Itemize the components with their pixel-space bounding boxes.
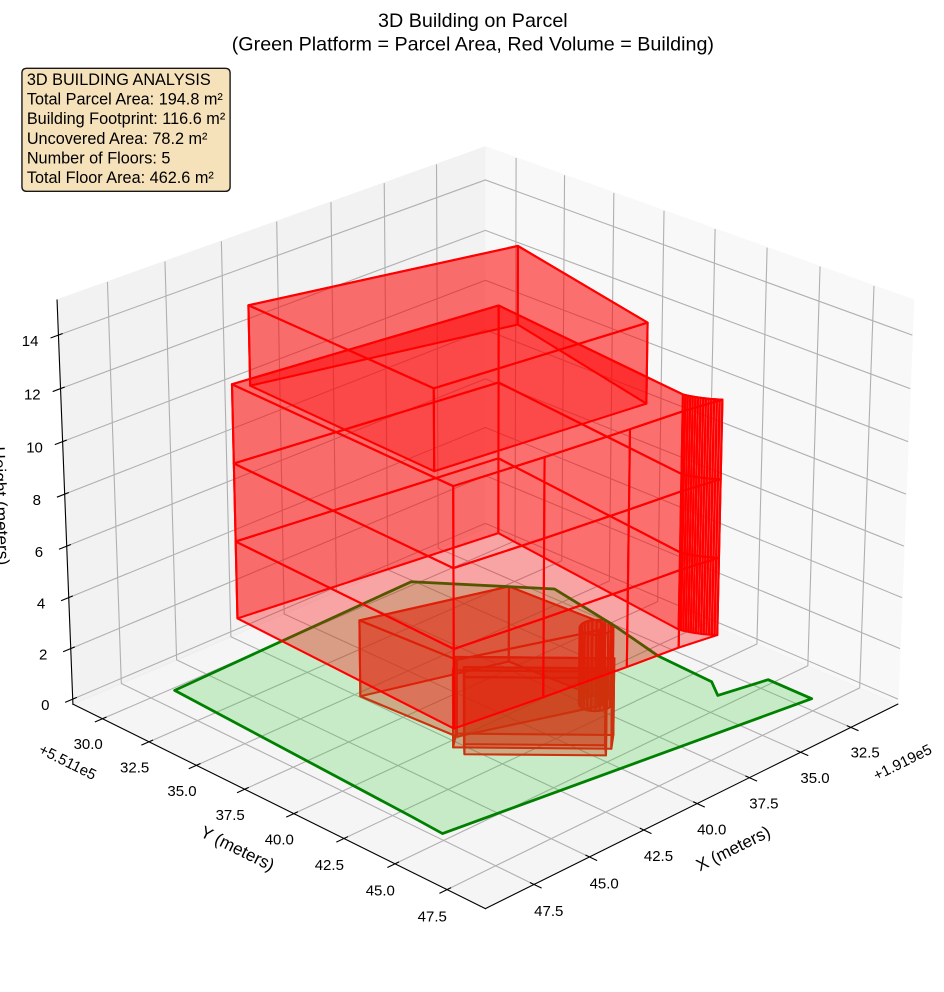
svg-text:45.0: 45.0 <box>366 882 395 899</box>
svg-text:42.5: 42.5 <box>644 848 673 865</box>
svg-text:2: 2 <box>39 646 47 663</box>
svg-text:40.0: 40.0 <box>697 822 726 839</box>
svg-text:4: 4 <box>37 595 45 612</box>
svg-text:47.5: 47.5 <box>418 908 447 925</box>
svg-text:Uncovered Area: 78.2 m²: Uncovered Area: 78.2 m² <box>27 130 208 148</box>
svg-text:Building Footprint: 116.6 m²: Building Footprint: 116.6 m² <box>27 110 226 128</box>
svg-text:Number of Floors: 5: Number of Floors: 5 <box>27 149 171 167</box>
svg-text:45.0: 45.0 <box>590 875 619 892</box>
svg-text:3D Building on Parcel: 3D Building on Parcel <box>378 10 568 32</box>
svg-text:40.0: 40.0 <box>265 832 294 849</box>
svg-text:32.5: 32.5 <box>851 745 880 762</box>
svg-text:3D BUILDING ANALYSIS: 3D BUILDING ANALYSIS <box>27 71 211 89</box>
svg-text:35.0: 35.0 <box>167 783 196 800</box>
svg-text:14: 14 <box>22 333 39 350</box>
svg-text:32.5: 32.5 <box>120 759 149 776</box>
svg-text:42.5: 42.5 <box>315 857 344 874</box>
svg-text:30.0: 30.0 <box>74 736 103 753</box>
svg-text:6: 6 <box>35 544 43 561</box>
svg-text:Total Parcel Area: 194.8 m²: Total Parcel Area: 194.8 m² <box>27 91 224 109</box>
svg-text:10: 10 <box>26 440 43 457</box>
svg-text:Total Floor Area: 462.6 m²: Total Floor Area: 462.6 m² <box>27 169 215 187</box>
svg-text:37.5: 37.5 <box>749 795 778 812</box>
svg-text:(Green Platform = Parcel Area,: (Green Platform = Parcel Area, Red Volum… <box>232 33 714 55</box>
svg-text:47.5: 47.5 <box>534 903 563 920</box>
svg-text:12: 12 <box>24 387 41 404</box>
svg-text:37.5: 37.5 <box>216 807 245 824</box>
svg-text:35.0: 35.0 <box>800 770 829 787</box>
svg-text:0: 0 <box>41 697 49 714</box>
svg-text:8: 8 <box>33 492 41 509</box>
